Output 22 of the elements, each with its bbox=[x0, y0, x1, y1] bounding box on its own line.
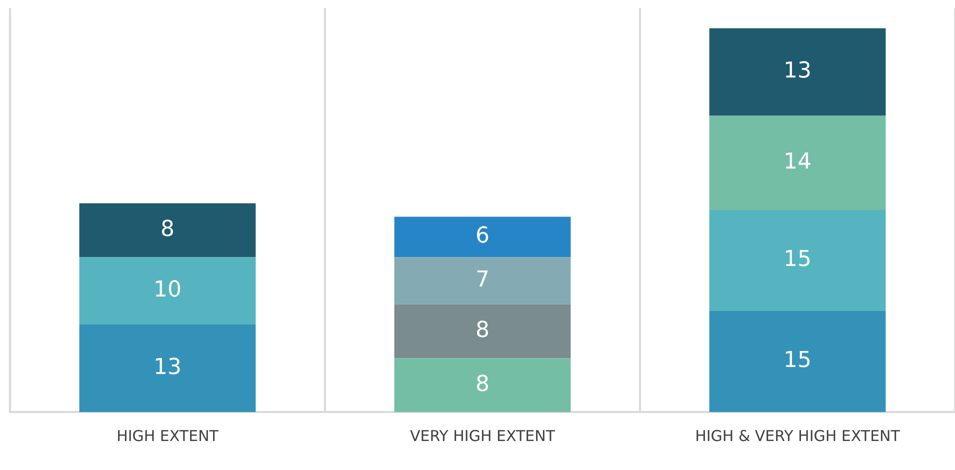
data-label: 8 bbox=[476, 318, 490, 343]
bar bbox=[394, 216, 571, 258]
bar bbox=[709, 116, 886, 210]
data-label: 10 bbox=[154, 278, 182, 303]
data-label: 15 bbox=[784, 348, 812, 374]
data-label: 13 bbox=[784, 58, 812, 84]
bar bbox=[394, 304, 571, 358]
bar bbox=[709, 210, 886, 311]
data-label: 8 bbox=[476, 372, 490, 397]
bar bbox=[709, 311, 886, 412]
x-tick-label: HIGH & VERY HIGH EXTENT bbox=[695, 426, 901, 445]
data-label: 7 bbox=[476, 267, 490, 292]
bar bbox=[79, 257, 256, 324]
data-label: 6 bbox=[476, 224, 490, 249]
data-label: 13 bbox=[154, 354, 182, 380]
data-label: 14 bbox=[784, 150, 812, 175]
data-label: 15 bbox=[784, 247, 812, 272]
data-label: 8 bbox=[160, 216, 174, 242]
bar bbox=[394, 257, 571, 304]
bar bbox=[79, 324, 256, 412]
x-tick-label: VERY HIGH EXTENT bbox=[410, 426, 556, 445]
x-tick-label: HIGH EXTENT bbox=[116, 426, 220, 445]
